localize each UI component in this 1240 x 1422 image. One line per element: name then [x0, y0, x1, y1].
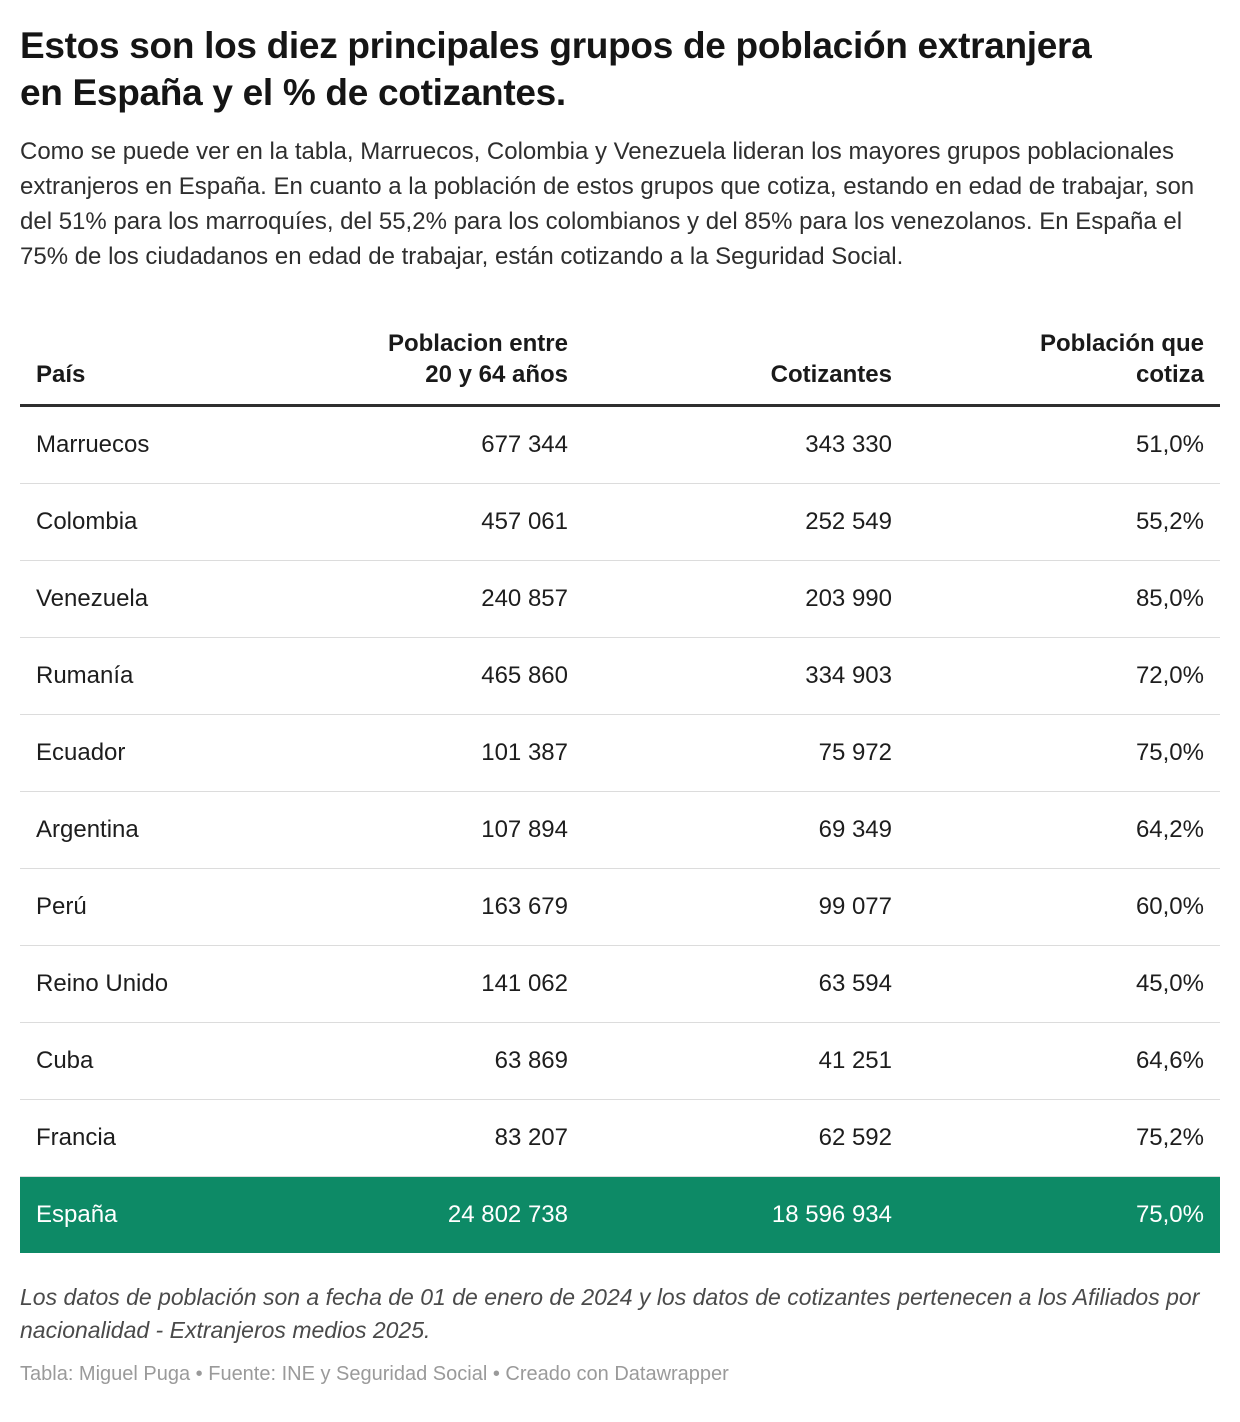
cell-cotizantes: 334 903 [584, 637, 908, 716]
cell-poblacion: 457 061 [308, 483, 584, 562]
cell-country: España [20, 1176, 308, 1254]
cell-country: Argentina [20, 791, 308, 870]
cell-pct: 64,2% [908, 791, 1220, 870]
table-row: Venezuela 240 857 203 990 85,0% [20, 560, 1220, 639]
table-row: Reino Unido 141 062 63 594 45,0% [20, 945, 1220, 1024]
cell-cotizantes: 252 549 [584, 483, 908, 562]
cell-pct: 75,0% [908, 1176, 1220, 1254]
table-row: Ecuador 101 387 75 972 75,0% [20, 714, 1220, 793]
table-header-row: País Poblacion entre 20 y 64 años Cotiza… [20, 319, 1220, 408]
datawrapper-table-card: Estos son los diez principales grupos de… [20, 25, 1220, 1385]
cell-poblacion: 163 679 [308, 868, 584, 947]
cell-poblacion: 240 857 [308, 560, 584, 639]
data-table: País Poblacion entre 20 y 64 años Cotiza… [20, 319, 1220, 1254]
cell-poblacion: 83 207 [308, 1099, 584, 1178]
cell-country: Venezuela [20, 560, 308, 639]
column-header-poblacion: Poblacion entre 20 y 64 años [308, 319, 584, 408]
cell-pct: 55,2% [908, 483, 1220, 562]
cell-poblacion: 141 062 [308, 945, 584, 1024]
cell-poblacion: 101 387 [308, 714, 584, 793]
cell-country: Reino Unido [20, 945, 308, 1024]
column-header-cotizantes: Cotizantes [584, 319, 908, 408]
table-row: Colombia 457 061 252 549 55,2% [20, 483, 1220, 562]
cell-country: Ecuador [20, 714, 308, 793]
cell-country: Colombia [20, 483, 308, 562]
cell-cotizantes: 99 077 [584, 868, 908, 947]
cell-cotizantes: 343 330 [584, 405, 908, 485]
column-header-poblacion-que-cotiza: Población que cotiza [908, 319, 1220, 408]
cell-cotizantes: 63 594 [584, 945, 908, 1024]
table-row: Cuba 63 869 41 251 64,6% [20, 1022, 1220, 1101]
cell-cotizantes: 69 349 [584, 791, 908, 870]
cell-pct: 45,0% [908, 945, 1220, 1024]
cell-country: Cuba [20, 1022, 308, 1101]
table-row-espana-highlight: España 24 802 738 18 596 934 75,0% [20, 1176, 1220, 1254]
cell-poblacion: 63 869 [308, 1022, 584, 1101]
cell-pct: 60,0% [908, 868, 1220, 947]
table-row: Rumanía 465 860 334 903 72,0% [20, 637, 1220, 716]
cell-cotizantes: 203 990 [584, 560, 908, 639]
cell-pct: 51,0% [908, 405, 1220, 485]
cell-pct: 64,6% [908, 1022, 1220, 1101]
cell-cotizantes: 62 592 [584, 1099, 908, 1178]
cell-pct: 72,0% [908, 637, 1220, 716]
cell-poblacion: 24 802 738 [308, 1176, 584, 1254]
table-notes: Los datos de población son a fecha de 01… [20, 1284, 1200, 1343]
table-row: Perú 163 679 99 077 60,0% [20, 868, 1220, 947]
cell-pct: 85,0% [908, 560, 1220, 639]
description-text: Como se puede ver en la tabla, Marruecos… [20, 137, 1195, 270]
cell-pct: 75,2% [908, 1099, 1220, 1178]
cell-poblacion: 677 344 [308, 405, 584, 485]
cell-country: Perú [20, 868, 308, 947]
cell-cotizantes: 75 972 [584, 714, 908, 793]
cell-country: Rumanía [20, 637, 308, 716]
cell-cotizantes: 18 596 934 [584, 1176, 908, 1254]
table-row: Argentina 107 894 69 349 64,2% [20, 791, 1220, 870]
cell-poblacion: 465 860 [308, 637, 584, 716]
cell-poblacion: 107 894 [308, 791, 584, 870]
column-header-pais: País [20, 319, 308, 408]
table-row: Francia 83 207 62 592 75,2% [20, 1099, 1220, 1178]
page-title: Estos son los diez principales grupos de… [20, 25, 1092, 114]
table-row: Marruecos 677 344 343 330 51,0% [20, 405, 1220, 485]
cell-cotizantes: 41 251 [584, 1022, 908, 1101]
cell-country: Francia [20, 1099, 308, 1178]
cell-country: Marruecos [20, 405, 308, 485]
cell-pct: 75,0% [908, 714, 1220, 793]
table-credit: Tabla: Miguel Puga • Fuente: INE y Segur… [20, 1362, 729, 1385]
